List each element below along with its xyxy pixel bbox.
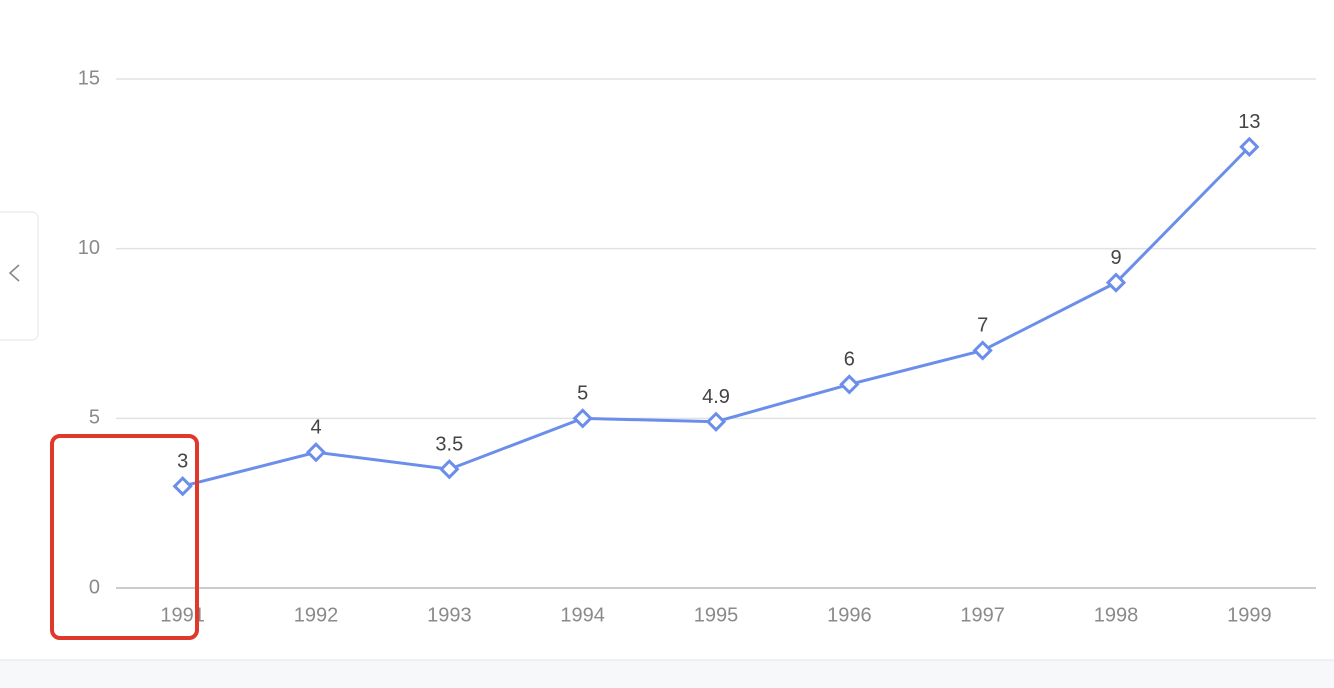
point-marker — [172, 476, 193, 497]
point-marker — [1105, 272, 1127, 293]
point-marker — [705, 411, 727, 432]
point-marker — [972, 340, 993, 361]
x-tick-label: 1998 — [1094, 604, 1139, 626]
value-label: 3.5 — [435, 434, 463, 456]
x-tick-label: 1994 — [560, 604, 605, 626]
value-label: 6 — [844, 349, 855, 371]
point-marker — [439, 459, 460, 480]
x-tick-label: 1997 — [960, 604, 1005, 626]
y-tick-label: 15 — [78, 67, 100, 89]
y-tick-label: 0 — [89, 576, 100, 598]
x-tick-label: 1993 — [427, 604, 472, 626]
value-label: 3 — [177, 450, 188, 472]
value-label: 13 — [1238, 111, 1260, 133]
bottom-bar — [0, 660, 1334, 688]
value-label: 4.9 — [702, 386, 730, 408]
x-tick-label: 1999 — [1227, 604, 1272, 626]
y-tick-label: 10 — [78, 237, 100, 259]
x-tick-label: 1991 — [160, 604, 205, 626]
y-tick-label: 5 — [89, 407, 100, 429]
value-label: 7 — [977, 315, 988, 337]
point-marker — [839, 374, 860, 395]
collapse-tab[interactable] — [0, 211, 39, 341]
x-tick-label: 1996 — [827, 604, 872, 626]
highlight-box — [50, 434, 199, 640]
line — [182, 145, 1251, 488]
point-marker — [305, 442, 327, 463]
value-label: 5 — [577, 383, 588, 405]
x-tick-label: 1992 — [294, 604, 339, 626]
plot-area: 0 5 10 15 1991 1992 1993 1994 1995 1996 1997 1998 19… — [78, 67, 1316, 626]
point-marker — [1239, 136, 1260, 157]
collapse-icon — [8, 264, 20, 282]
x-tick-label: 1995 — [694, 604, 739, 626]
point-marker — [572, 408, 593, 429]
value-label: 9 — [1110, 247, 1121, 269]
value-label: 4 — [310, 417, 321, 439]
